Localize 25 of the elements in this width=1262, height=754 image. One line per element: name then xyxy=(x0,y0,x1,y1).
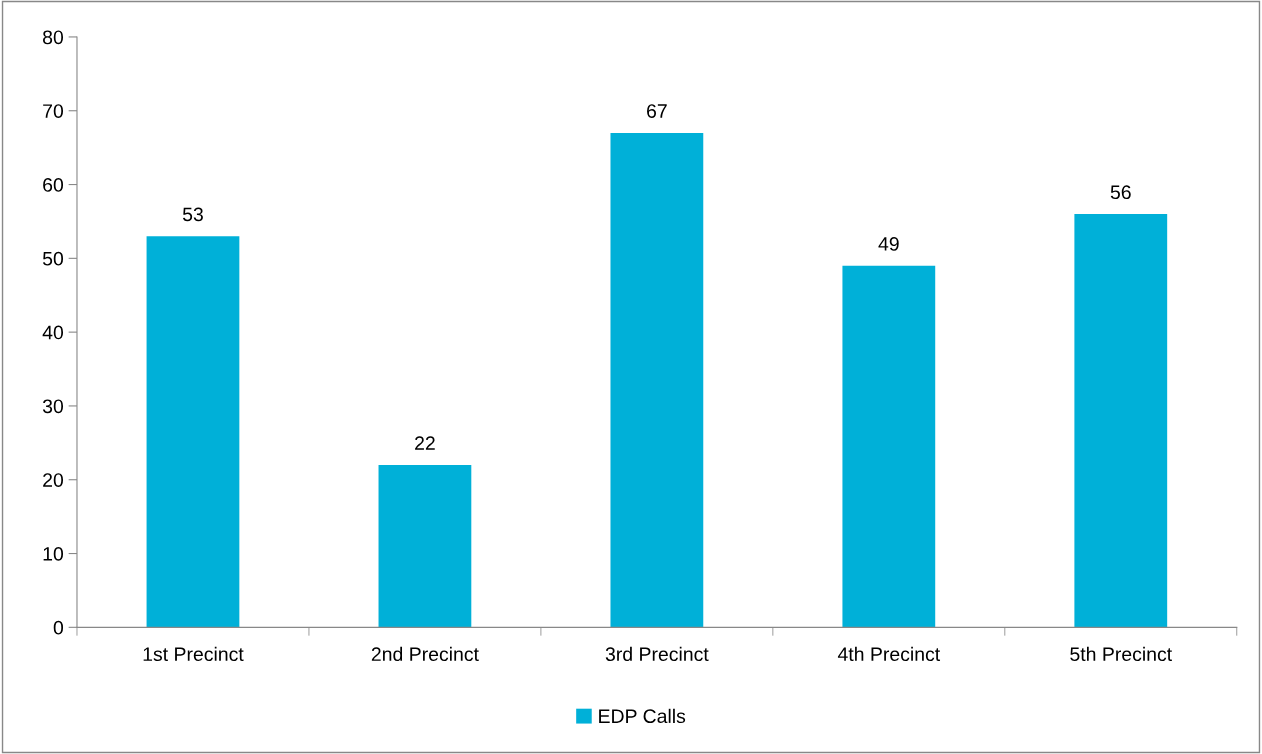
bar xyxy=(842,265,936,628)
x-tick-label: 1st Precinct xyxy=(143,646,244,662)
data-label: 56 xyxy=(1110,185,1131,200)
data-label: 22 xyxy=(415,436,435,450)
bar xyxy=(146,236,240,628)
bar xyxy=(378,464,472,628)
x-tick-label: 5th Precinct xyxy=(1070,646,1172,662)
y-tick-label: 70 xyxy=(43,104,64,118)
y-tick-label: 10 xyxy=(43,547,64,561)
y-tick-label: 30 xyxy=(42,399,64,414)
x-tick-label: 2nd Precinct xyxy=(371,646,479,662)
bar xyxy=(610,132,704,628)
y-tick-label: 60 xyxy=(43,178,64,192)
y-tick-label: 50 xyxy=(42,251,64,266)
data-label: 67 xyxy=(647,104,667,118)
y-tick-label: 40 xyxy=(42,325,64,340)
x-tick-label: 4th Precinct xyxy=(837,646,941,662)
data-label: 53 xyxy=(182,207,203,222)
y-tick-label: 80 xyxy=(43,30,64,45)
legend-label: EDP Calls xyxy=(599,708,686,724)
data-label: 49 xyxy=(878,237,899,251)
y-tick-label: 20 xyxy=(43,473,64,487)
x-tick-label: 3rd Precinct xyxy=(605,646,709,662)
y-tick-label: 0 xyxy=(53,620,64,635)
bar xyxy=(1074,214,1168,628)
